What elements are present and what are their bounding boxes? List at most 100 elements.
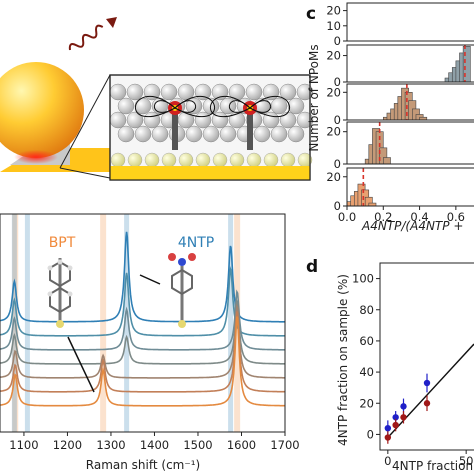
data-point (400, 414, 407, 421)
spectra-frame (0, 213, 286, 433)
y-tick-label: 100 (352, 272, 374, 286)
gold-atom (185, 97, 203, 115)
zoom-substrate (110, 166, 310, 180)
gold-atom (228, 83, 246, 101)
x-tick-label: 1700 (270, 438, 299, 452)
gold-atom (117, 97, 135, 115)
spectrum-line (0, 265, 285, 337)
substrate-atom (280, 152, 296, 168)
data-point (384, 434, 392, 441)
field-line (249, 100, 272, 113)
substrate-atom (263, 152, 279, 168)
y-tick-label: 0 (334, 199, 341, 213)
gold-atom (287, 125, 305, 143)
gold-atom (126, 83, 144, 101)
x-tick-label: 0.6 (447, 210, 465, 224)
y-tick-label: 60 (359, 334, 374, 348)
y-tick-label: 20 (359, 396, 374, 410)
y-tick-label: 20 (326, 170, 341, 184)
substrate-atom (110, 152, 126, 168)
zoom-atoms (109, 83, 314, 168)
y-tick-label: 20 (326, 49, 341, 63)
gold-atom (143, 111, 161, 129)
y-tick-label: 80 (359, 303, 374, 317)
x-tick-label: 1300 (96, 438, 125, 452)
x-tick-label: 1400 (140, 438, 169, 452)
histogram-frame (346, 167, 474, 207)
substrate-atom (246, 152, 262, 168)
histogram-frame (346, 2, 474, 42)
gold-atom (126, 111, 144, 129)
gold-atom (211, 83, 229, 101)
gold-atom (194, 83, 212, 101)
histogram-frame (346, 121, 474, 165)
data-point (392, 414, 399, 421)
y-tick-label: 0 (334, 113, 341, 127)
y-tick-label: 0 (334, 157, 341, 171)
y-tick-label: 40 (359, 365, 374, 379)
bpt-molecule (47, 258, 95, 393)
fit-line (387, 343, 474, 439)
gold-atom (109, 111, 127, 129)
spectrum-line (0, 303, 285, 379)
wave-arrowhead (106, 17, 117, 28)
gold-atom (262, 83, 280, 101)
data-point (392, 421, 399, 429)
ntp-peak-band (11, 214, 17, 432)
scatter-axes: 0 20 40 60 80 100 0 50 (352, 262, 474, 468)
spectrum-line (0, 311, 285, 393)
field-line (249, 95, 291, 118)
scatter-x-label: 4NTP fraction (392, 459, 473, 473)
x-tick-label: 1600 (227, 438, 256, 452)
data-point (384, 424, 392, 432)
gold-atom (253, 125, 271, 143)
y-tick-label: 20 (326, 85, 341, 99)
zoom-line-2 (59, 74, 111, 169)
hist-x-ticks: 0.0 0.2 0.4 0.6 (338, 206, 465, 224)
gold-atom (109, 83, 127, 101)
gold-atom (270, 125, 288, 143)
scatter-marks (384, 343, 474, 444)
ntp-peak-band (228, 214, 234, 432)
gold-atom (194, 111, 212, 129)
gold-atom (296, 83, 314, 101)
x-tick-label: 1500 (183, 438, 212, 452)
panel-d-letter: d (306, 257, 318, 277)
x-tick-label: 50 (459, 454, 474, 468)
substrate-atom (229, 152, 245, 168)
gold-atom (177, 111, 195, 129)
gold-atom (134, 125, 152, 143)
substrate-atom (212, 152, 228, 168)
ntp-label: 4NTP (178, 235, 214, 251)
gold-atom (262, 111, 280, 129)
y-tick-label: 20 (326, 125, 341, 139)
nanoparticle-illustration (0, 17, 314, 181)
gold-atom (202, 125, 220, 143)
histogram-frame (346, 44, 474, 83)
field-line (153, 100, 176, 113)
substrate-atom (127, 152, 143, 168)
ntp-peak-band (124, 214, 130, 432)
x-tick-label: 1200 (53, 438, 82, 452)
substrate-atom (178, 152, 194, 168)
substrate-atom (144, 152, 160, 168)
spectrum-line (0, 298, 285, 365)
gold-nanoparticle (0, 62, 84, 158)
ntp-peak-band (24, 214, 30, 432)
spectra-panel: 1100 1200 1300 1400 1500 1600 1700 Raman shift… (0, 213, 300, 472)
gold-atom (287, 97, 305, 115)
x-tick-label: 0.4 (410, 210, 428, 224)
gold-atom (245, 83, 263, 101)
gold-atom (296, 111, 314, 129)
field-line (209, 95, 251, 118)
y-tick-label: 20 (326, 4, 341, 18)
gold-atom (211, 111, 229, 129)
data-point (400, 403, 407, 410)
x-tick-label: 1100 (9, 438, 38, 452)
data-point (423, 400, 431, 407)
zoom-line-1 (59, 167, 111, 179)
bpt-peak-band (100, 214, 107, 432)
spectra-x-ticks: 1100 1200 1300 1400 1500 1600 1700 (9, 432, 300, 452)
